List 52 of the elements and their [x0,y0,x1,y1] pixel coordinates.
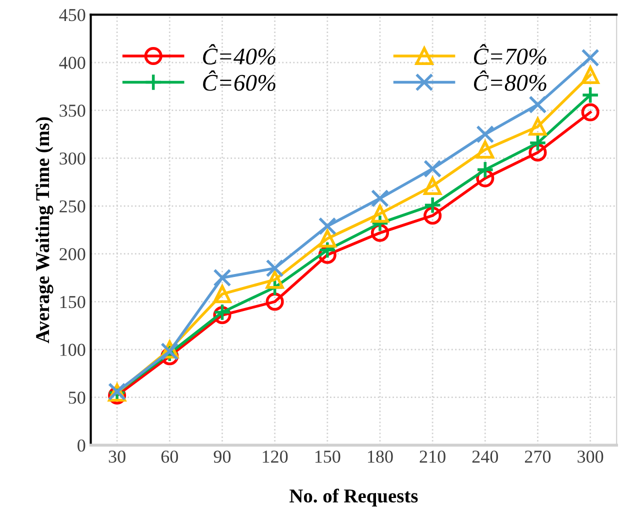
point [581,86,600,104]
point [318,217,336,236]
point [528,96,547,114]
point [266,292,284,311]
x-tick-label: 90 [214,450,231,463]
point [528,118,547,136]
point [581,48,600,67]
point [318,241,336,260]
x-tick-label: 180 [368,450,393,463]
x-tick-label: 270 [524,450,551,463]
y-tick-label: 250 [60,200,86,212]
y-tick-label: 400 [59,56,86,69]
y-tick-label: 50 [68,392,86,404]
point [213,268,232,287]
point [424,176,442,195]
point [528,134,547,152]
y-tick-label: 200 [60,248,86,260]
legend-label: Ĉ=70% [474,44,546,65]
point [213,303,232,322]
point [424,206,442,225]
x-tick-label: 30 [108,450,126,463]
point [213,285,232,304]
y-tick-label: 300 [60,152,86,165]
x-tick-label: 240 [472,450,498,463]
x-tick-label: 210 [420,450,446,463]
point [424,160,442,178]
legend-label: Ĉ=60% [203,70,276,91]
point [476,125,494,144]
point [266,270,284,289]
y-tick-label: 100 [60,344,86,356]
y-tick-label: 0 [78,439,86,452]
point [370,189,390,208]
point [581,103,600,122]
point [581,66,600,84]
point [476,140,494,159]
legend-label: Ĉ=40% [203,44,276,65]
point [370,214,390,232]
y-tick-label: 150 [60,296,86,308]
y-tick-label: 450 [59,8,86,22]
x-axis-title: No. of Requests [290,488,418,506]
point [424,196,442,214]
point [266,259,284,278]
x-tick-label: 60 [161,450,178,463]
y-axis-title: Average Waiting Time (ms) [35,117,54,344]
x-tick-label: 150 [315,450,340,463]
y-tick-label: 350 [60,104,86,117]
x-tick-label: 120 [262,450,288,463]
x-tick-label: 300 [578,450,604,463]
point [318,230,336,248]
point [476,160,494,179]
legend-label: Ĉ=80% [474,70,546,91]
point [370,204,390,223]
